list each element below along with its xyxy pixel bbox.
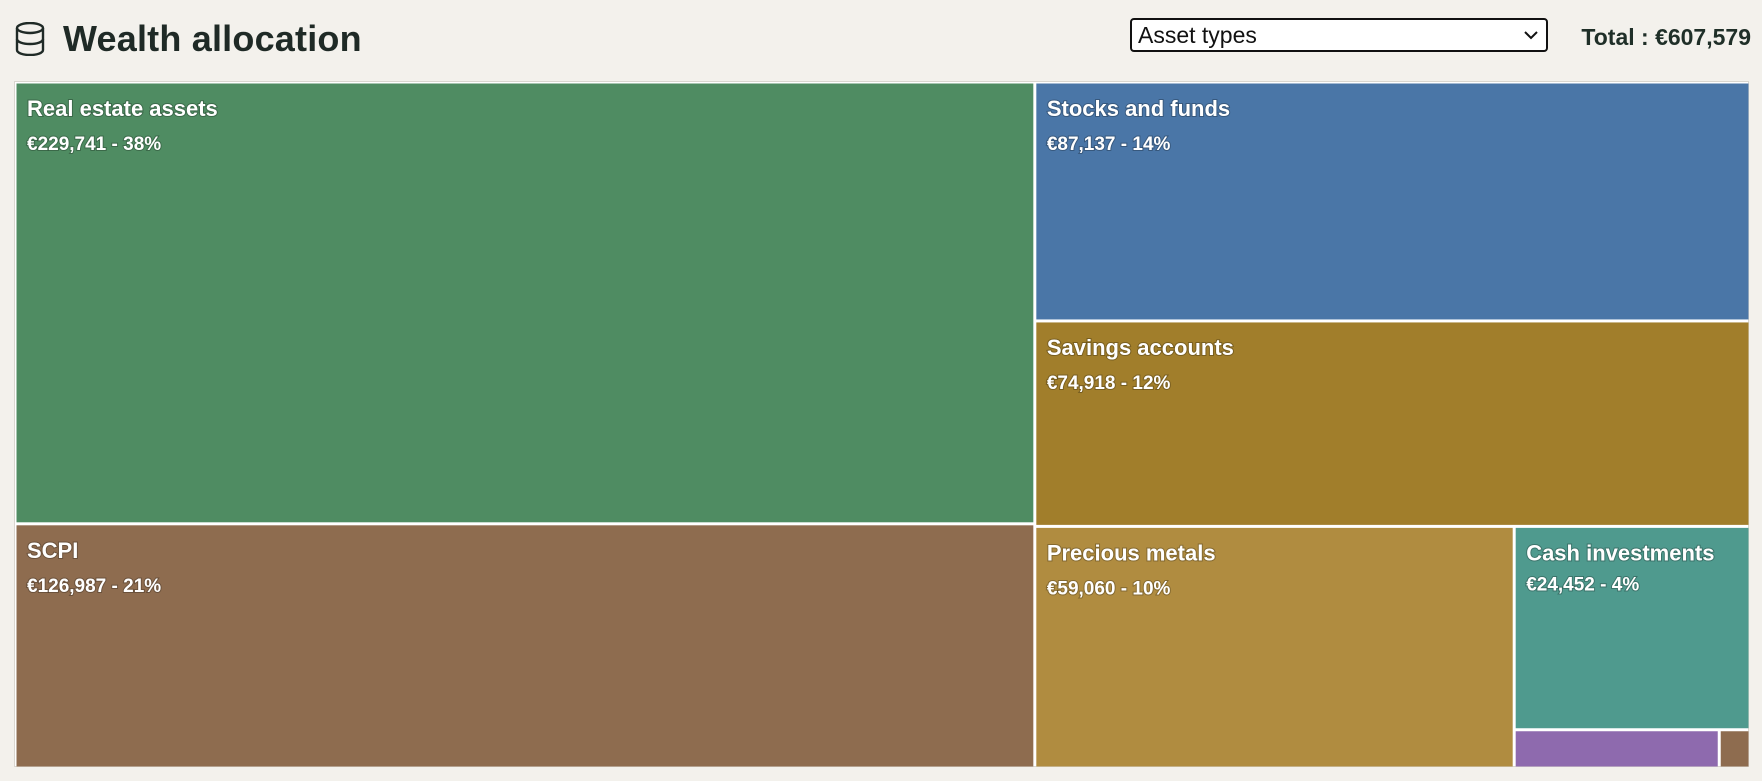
page-title: Wealth allocation: [63, 18, 362, 59]
treemap-tile-item-8[interactable]: [1720, 731, 1749, 767]
grouping-select-value: Asset types: [1138, 22, 1257, 48]
treemap-tile-item-7[interactable]: [1515, 731, 1718, 767]
treemap-tile-rect[interactable]: [1720, 731, 1749, 767]
treemap-tile-stocks-and-funds[interactable]: Stocks and funds €87,137 - 14%: [1036, 83, 1749, 320]
treemap-svg: Real estate assets €229,741 - 38% SCPI €126…: [16, 83, 1749, 767]
total-value: Total : €607,579: [1581, 24, 1751, 50]
treemap-tile-savings-accounts[interactable]: Savings accounts €74,918 - 12%: [1036, 322, 1749, 525]
treemap-tile-value: €229,741 - 38%: [27, 134, 161, 155]
treemap-tile-rect[interactable]: [16, 83, 1034, 523]
treemap-tile-value: €87,137 - 14%: [1047, 134, 1171, 155]
treemap-tile-value: €24,452 - 4%: [1526, 574, 1639, 595]
grouping-select[interactable]: Asset types: [1130, 18, 1548, 52]
treemap-tile-rect[interactable]: [1036, 527, 1513, 767]
treemap-tile-name: Stocks and funds: [1047, 96, 1230, 121]
treemap-tile-value: €126,987 - 21%: [27, 576, 161, 597]
database-icon: [15, 22, 45, 56]
treemap-tile-rect[interactable]: [1515, 731, 1718, 767]
treemap-chart: Real estate assets €229,741 - 38% SCPI €126…: [14, 81, 1749, 767]
treemap-tile-name: Precious metals: [1047, 540, 1216, 565]
treemap-tile-name: Real estate assets: [27, 96, 218, 121]
treemap-tile-name: Cash investments: [1526, 540, 1714, 565]
treemap-tile-rect[interactable]: [1036, 322, 1749, 525]
header: Wealth allocation Asset types Total : €6…: [0, 0, 1762, 78]
chevron-down-icon: [1524, 31, 1538, 40]
treemap-tile-scpi[interactable]: SCPI €126,987 - 21%: [16, 525, 1034, 767]
treemap-tile-rect[interactable]: [1515, 527, 1749, 729]
treemap-tile-name: Savings accounts: [1047, 335, 1234, 360]
treemap-tile-value: €59,060 - 10%: [1047, 578, 1171, 599]
treemap-tile-value: €74,918 - 12%: [1047, 373, 1171, 394]
treemap-tile-real-estate-assets[interactable]: Real estate assets €229,741 - 38%: [16, 83, 1034, 523]
treemap-tile-name: SCPI: [27, 538, 78, 563]
treemap-tile-cash-investments[interactable]: Cash investments €24,452 - 4%: [1515, 527, 1749, 729]
treemap-tile-precious-metals[interactable]: Precious metals €59,060 - 10%: [1036, 527, 1513, 767]
treemap-tile-rect[interactable]: [16, 525, 1034, 767]
treemap-tile-rect[interactable]: [1036, 83, 1749, 320]
